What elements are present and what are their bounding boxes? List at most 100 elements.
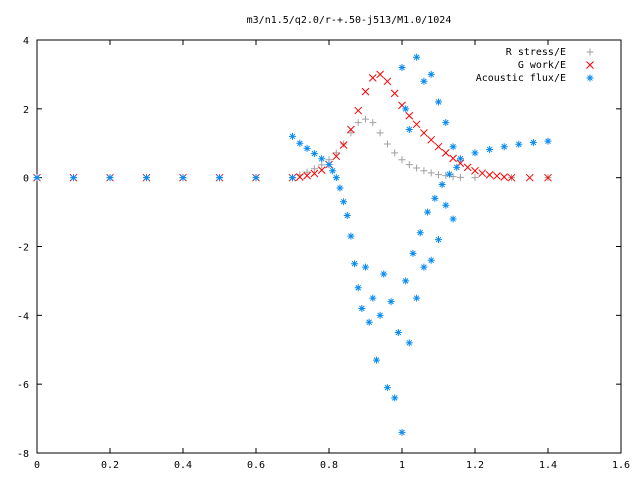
point-acoustic-flux-e xyxy=(383,384,391,392)
point-g-work-e xyxy=(420,129,428,137)
point-acoustic-flux-e xyxy=(456,155,464,163)
point-acoustic-flux-e xyxy=(329,167,337,175)
point-g-work-e xyxy=(376,70,384,79)
point-r-stress-e xyxy=(354,119,362,127)
point-r-stress-e xyxy=(303,168,311,176)
point-acoustic-flux-e xyxy=(332,174,340,182)
point-acoustic-flux-e xyxy=(500,143,508,151)
point-r-stress-e xyxy=(369,119,377,127)
point-acoustic-flux-e xyxy=(289,174,296,182)
point-g-work-e xyxy=(405,111,414,120)
point-g-work-e xyxy=(347,125,355,134)
point-acoustic-flux-e xyxy=(449,143,457,151)
point-acoustic-flux-e xyxy=(445,170,453,178)
point-r-stress-e xyxy=(340,140,348,148)
point-g-work-e xyxy=(544,173,552,182)
point-acoustic-flux-e xyxy=(376,311,384,319)
point-acoustic-flux-e xyxy=(405,125,413,133)
point-g-work-e xyxy=(354,106,363,115)
point-acoustic-flux-e xyxy=(471,149,479,157)
point-g-work-e xyxy=(463,163,472,172)
x-tick-label: 1.6 xyxy=(612,460,630,471)
ticks: 0 0.2 0.4 0.6 0.8 1 1.2 1.4 1.6 4 2 0 -2 -4 -6 -8 xyxy=(17,36,630,471)
point-g-work-e xyxy=(412,120,421,129)
point-acoustic-flux-e xyxy=(143,174,150,182)
x-tick-label: 0.6 xyxy=(247,460,265,471)
x-tick-label: 0.2 xyxy=(101,460,119,471)
point-acoustic-flux-e xyxy=(402,277,410,285)
point-g-work-e xyxy=(361,87,370,96)
point-r-stress-e xyxy=(405,161,413,169)
point-acoustic-flux-e xyxy=(413,53,421,61)
point-acoustic-flux-e xyxy=(420,263,428,271)
point-acoustic-flux-e xyxy=(343,212,351,220)
point-r-stress-e xyxy=(456,173,464,181)
point-acoustic-flux-e xyxy=(310,150,318,158)
plot-frame xyxy=(36,39,622,454)
point-acoustic-flux-e xyxy=(427,70,435,78)
point-g-work-e xyxy=(295,173,304,181)
point-acoustic-flux-e xyxy=(529,139,537,147)
x-tick-label: 0.4 xyxy=(174,460,192,471)
point-r-stress-e xyxy=(449,173,457,181)
point-r-stress-e xyxy=(383,140,391,148)
point-acoustic-flux-e xyxy=(347,232,355,240)
legend-label: R stress/E xyxy=(506,47,566,58)
point-acoustic-flux-e xyxy=(405,339,413,347)
point-acoustic-flux-e xyxy=(435,98,442,106)
point-acoustic-flux-e xyxy=(351,260,359,268)
x-tick-label: 1.2 xyxy=(466,460,484,471)
y-tick-label: 2 xyxy=(23,105,29,116)
point-acoustic-flux-e xyxy=(398,64,406,72)
point-g-work-e xyxy=(427,135,436,144)
legend: R stress/E G work/E Acoustic flux/E xyxy=(476,47,594,84)
point-acoustic-flux-e xyxy=(435,236,442,244)
point-r-stress-e xyxy=(435,171,442,179)
point-acoustic-flux-e xyxy=(70,174,77,182)
plot-border xyxy=(36,39,622,454)
chart-title: m3/n1.5/q2.0/r-+.50-j513/M1.0/1024 xyxy=(247,15,452,26)
point-acoustic-flux-e xyxy=(427,256,435,264)
y-tick-label: -4 xyxy=(17,311,29,322)
point-acoustic-flux-e xyxy=(413,294,421,302)
point-r-stress-e xyxy=(420,167,428,175)
x-tick-label: 1 xyxy=(399,460,405,471)
point-acoustic-flux-e xyxy=(252,174,260,182)
point-g-work-e xyxy=(383,77,392,86)
x-tick-label: 1.4 xyxy=(539,460,557,471)
point-r-stress-e xyxy=(318,161,326,169)
point-acoustic-flux-e xyxy=(336,184,344,192)
point-r-stress-e xyxy=(310,165,318,173)
point-acoustic-flux-e xyxy=(438,181,446,189)
point-g-work-e xyxy=(332,152,341,161)
series-g-work-e xyxy=(33,70,552,182)
point-r-stress-e xyxy=(347,129,355,137)
x-tick-label: 0.8 xyxy=(320,460,338,471)
point-g-work-e xyxy=(317,166,326,174)
point-g-work-e xyxy=(303,171,311,180)
point-acoustic-flux-e xyxy=(424,208,432,216)
point-acoustic-flux-e xyxy=(380,270,388,278)
point-g-work-e xyxy=(434,142,443,151)
x-tick-label: 0 xyxy=(34,460,40,471)
point-acoustic-flux-e xyxy=(289,132,296,140)
y-tick-label: -2 xyxy=(17,243,29,254)
point-acoustic-flux-e xyxy=(486,145,494,153)
point-acoustic-flux-e xyxy=(369,294,377,302)
point-acoustic-flux-e xyxy=(515,140,523,148)
y-tick-label: -6 xyxy=(17,380,29,391)
point-r-stress-e xyxy=(391,149,399,157)
point-acoustic-flux-e xyxy=(402,105,410,113)
point-g-work-e xyxy=(310,169,319,178)
point-g-work-e xyxy=(500,173,509,181)
point-acoustic-flux-e xyxy=(106,174,114,182)
point-acoustic-flux-e xyxy=(318,155,326,163)
point-acoustic-flux-e xyxy=(398,428,406,436)
data-marks xyxy=(33,53,552,436)
point-acoustic-flux-e xyxy=(387,298,395,306)
legend-marker xyxy=(586,61,594,69)
point-g-work-e xyxy=(441,149,450,157)
point-g-work-e xyxy=(471,166,479,175)
y-tick-label: -8 xyxy=(17,449,29,460)
